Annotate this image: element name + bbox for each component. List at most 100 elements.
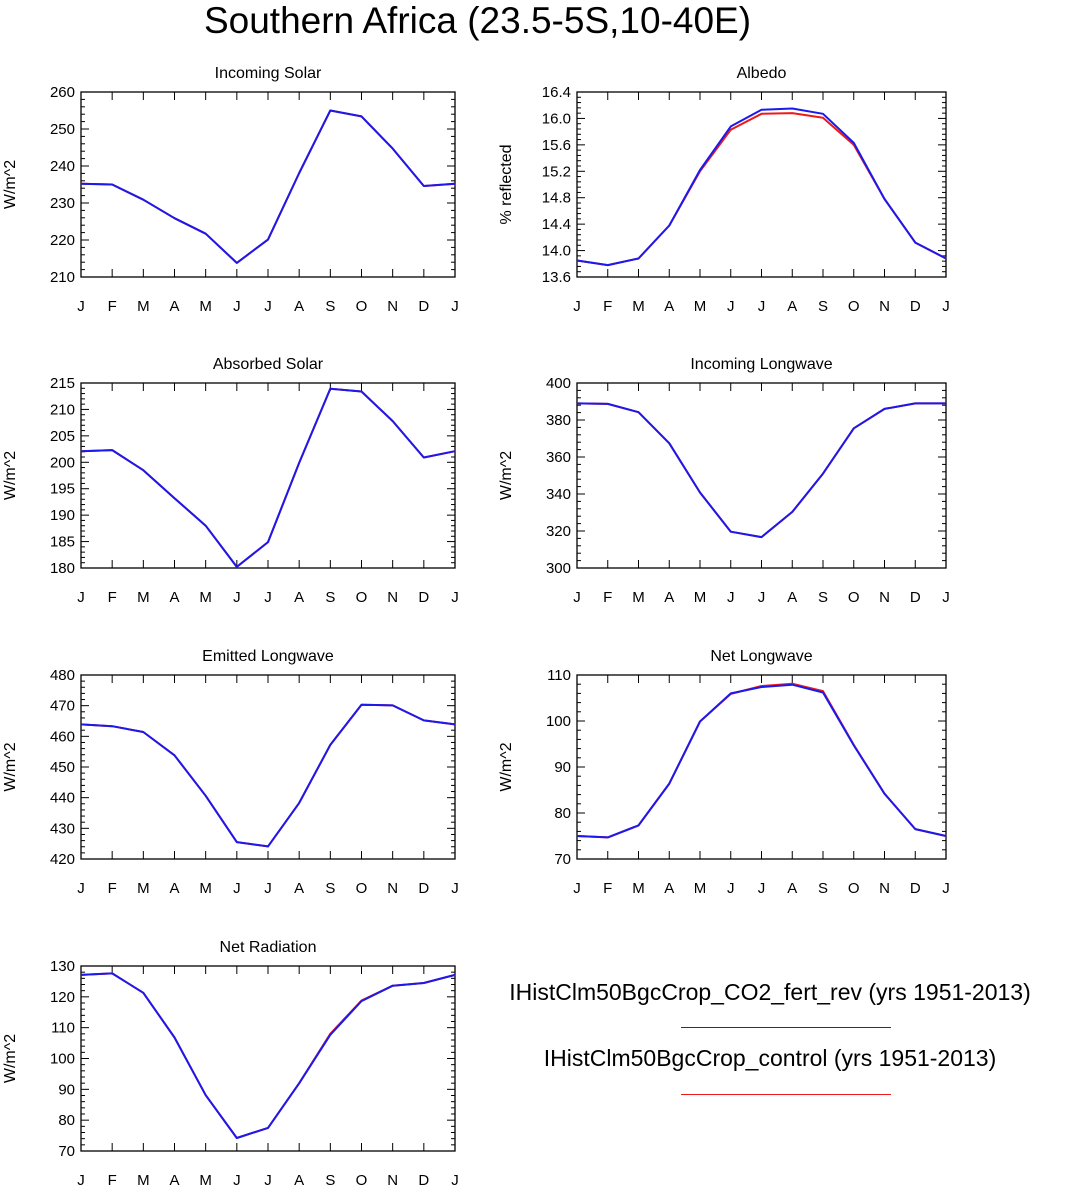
y-tick-label: 80 (554, 805, 571, 822)
x-tick-label: J (77, 880, 85, 897)
x-tick-label: M (694, 880, 707, 897)
series-line-control (576, 402, 946, 539)
x-tick-label: N (387, 589, 398, 606)
x-tick-label: J (77, 1172, 85, 1187)
y-tick-label: 460 (50, 728, 75, 745)
x-tick-label: S (325, 880, 335, 897)
x-tick-label: O (356, 1172, 368, 1187)
panel-title: Emitted Longwave (202, 648, 334, 665)
x-tick-label: M (632, 589, 645, 606)
panel-title: Absorbed Solar (213, 356, 324, 373)
x-tick-label: M (137, 589, 150, 606)
series-line-control (80, 703, 456, 848)
x-tick-label: J (264, 880, 272, 897)
y-tick-label: 430 (50, 820, 75, 837)
plot-frame (80, 674, 456, 860)
x-tick-label: J (727, 880, 735, 897)
y-tick-label: 70 (58, 1143, 75, 1160)
panel-title: Net Longwave (710, 648, 812, 665)
x-tick-label: O (848, 298, 860, 315)
x-tick-label: J (758, 589, 766, 606)
x-tick-label: M (137, 880, 150, 897)
x-tick-label: A (294, 880, 304, 897)
panel-title: Incoming Solar (215, 65, 322, 82)
y-tick-label: 130 (50, 958, 75, 975)
x-tick-label: N (387, 298, 398, 315)
y-axis-label: W/m^2 (498, 451, 515, 500)
chart-panel-1: J F M A M J J A S O N D J210220230240250260Incoming … (2, 65, 459, 315)
x-tick-label: M (199, 1172, 212, 1187)
series-line-rev (80, 109, 456, 264)
x-tick-label: J (758, 880, 766, 897)
y-tick-label: 15.6 (542, 137, 571, 154)
y-tick-label: 260 (50, 84, 75, 101)
x-tick-label: J (942, 880, 950, 897)
legend-line-control (681, 1094, 891, 1095)
x-tick-label: M (632, 298, 645, 315)
y-tick-label: 470 (50, 698, 75, 715)
x-tick-label: D (418, 589, 429, 606)
x-tick-label: S (818, 589, 828, 606)
x-tick-label: O (848, 589, 860, 606)
y-tick-label: 185 (50, 534, 75, 551)
series-line-rev (576, 683, 947, 839)
series-line-control (80, 972, 456, 1139)
y-tick-label: 200 (50, 454, 75, 471)
y-tick-label: 220 (50, 232, 75, 249)
x-tick-label: J (233, 1172, 241, 1187)
x-tick-label: N (879, 589, 890, 606)
y-tick-label: 120 (50, 989, 75, 1006)
x-tick-label: S (818, 298, 828, 315)
x-tick-label: N (879, 298, 890, 315)
x-tick-label: M (199, 589, 212, 606)
x-tick-label: A (294, 298, 304, 315)
x-tick-label: J (727, 298, 735, 315)
x-tick-label: M (694, 298, 707, 315)
x-tick-label: F (108, 880, 117, 897)
x-tick-label: A (787, 589, 797, 606)
x-tick-label: S (325, 589, 335, 606)
y-tick-label: 195 (50, 481, 75, 498)
x-tick-label: F (603, 589, 612, 606)
y-tick-label: 380 (546, 412, 571, 429)
x-tick-label: A (294, 1172, 304, 1187)
y-tick-label: 16.4 (542, 84, 571, 101)
x-tick-label: J (573, 589, 581, 606)
y-axis-label: W/m^2 (2, 451, 19, 500)
y-tick-label: 90 (554, 759, 571, 776)
x-tick-label: A (664, 589, 674, 606)
x-tick-label: F (108, 589, 117, 606)
x-tick-label: J (942, 298, 950, 315)
y-tick-label: 230 (50, 195, 75, 212)
y-tick-label: 90 (58, 1081, 75, 1098)
x-tick-label: A (664, 880, 674, 897)
panel-title: Albedo (737, 65, 787, 82)
x-tick-label: J (264, 589, 272, 606)
x-tick-label: A (664, 298, 674, 315)
x-tick-label: J (451, 298, 459, 315)
y-tick-label: 180 (50, 560, 75, 577)
y-tick-label: 420 (50, 851, 75, 868)
y-tick-label: 300 (546, 560, 571, 577)
y-tick-label: 210 (50, 269, 75, 286)
legend-label-control: IHistClm50BgcCrop_control (yrs 1951-2013… (543, 1045, 997, 1071)
y-tick-label: 100 (50, 1051, 75, 1068)
x-tick-label: D (910, 880, 921, 897)
x-tick-label: S (818, 880, 828, 897)
x-tick-label: A (169, 1172, 179, 1187)
x-tick-label: J (77, 589, 85, 606)
panel-title: Incoming Longwave (690, 356, 832, 373)
chart-panel-5: J F M A M J J A S O N D J420430440450460470480Emitte… (2, 648, 459, 897)
x-tick-label: O (356, 298, 368, 315)
series-line-rev (80, 972, 456, 1139)
x-tick-label: N (387, 880, 398, 897)
x-tick-label: J (233, 589, 241, 606)
legend-label-rev: IHistClm50BgcCrop_CO2_fert_rev (yrs 1951… (509, 979, 1031, 1005)
plot-frame (576, 674, 947, 860)
x-tick-label: A (169, 589, 179, 606)
y-tick-label: 320 (546, 523, 571, 540)
y-tick-label: 210 (50, 401, 75, 418)
y-tick-label: 450 (50, 759, 75, 776)
series-line-rev (576, 402, 946, 539)
